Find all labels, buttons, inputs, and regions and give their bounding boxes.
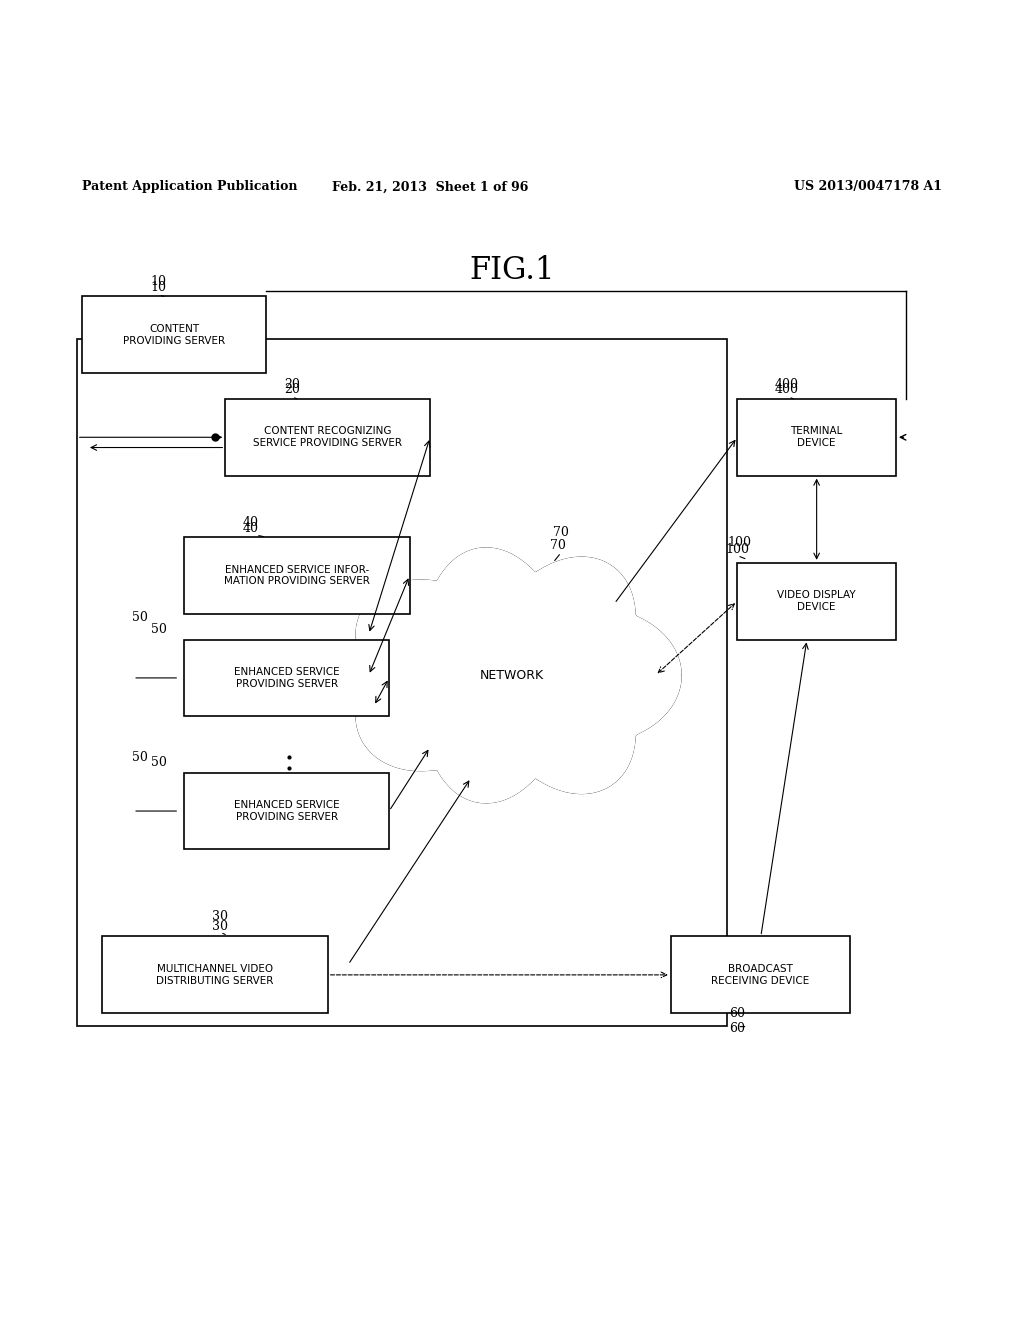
Text: Patent Application Publication: Patent Application Publication: [82, 181, 297, 194]
Text: 400: 400: [774, 383, 799, 396]
Text: ENHANCED SERVICE
PROVIDING SERVER: ENHANCED SERVICE PROVIDING SERVER: [233, 667, 340, 689]
FancyBboxPatch shape: [184, 537, 410, 614]
FancyBboxPatch shape: [225, 399, 430, 475]
Text: 40: 40: [243, 516, 259, 529]
Text: 100: 100: [725, 543, 750, 556]
Text: VIDEO DISPLAY
DEVICE: VIDEO DISPLAY DEVICE: [777, 590, 856, 612]
Polygon shape: [356, 548, 681, 803]
Text: 30: 30: [212, 911, 228, 923]
Text: 40: 40: [243, 523, 259, 536]
FancyBboxPatch shape: [671, 936, 850, 1014]
Text: 50: 50: [132, 751, 148, 764]
Text: 50: 50: [132, 611, 148, 624]
Text: MULTICHANNEL VIDEO
DISTRIBUTING SERVER: MULTICHANNEL VIDEO DISTRIBUTING SERVER: [157, 964, 273, 986]
Text: 50: 50: [151, 623, 167, 636]
FancyBboxPatch shape: [184, 639, 389, 717]
Text: 20: 20: [284, 383, 300, 396]
Text: 60: 60: [729, 1022, 745, 1035]
Text: 70: 70: [553, 527, 569, 539]
FancyBboxPatch shape: [82, 297, 266, 374]
Text: ENHANCED SERVICE
PROVIDING SERVER: ENHANCED SERVICE PROVIDING SERVER: [233, 800, 340, 822]
Text: 60: 60: [729, 1007, 745, 1020]
Text: 100: 100: [727, 536, 752, 549]
Text: 20: 20: [284, 378, 300, 391]
Text: FIG.1: FIG.1: [469, 255, 555, 286]
FancyBboxPatch shape: [184, 772, 389, 850]
Text: 10: 10: [151, 281, 167, 294]
FancyBboxPatch shape: [102, 936, 328, 1014]
FancyBboxPatch shape: [737, 399, 896, 475]
Text: 50: 50: [151, 756, 167, 768]
Text: NETWORK: NETWORK: [480, 669, 544, 682]
Text: CONTENT
PROVIDING SERVER: CONTENT PROVIDING SERVER: [123, 325, 225, 346]
Text: 10: 10: [151, 276, 167, 288]
Text: ENHANCED SERVICE INFOR-
MATION PROVIDING SERVER: ENHANCED SERVICE INFOR- MATION PROVIDING…: [224, 565, 370, 586]
Text: BROADCAST
RECEIVING DEVICE: BROADCAST RECEIVING DEVICE: [712, 964, 809, 986]
Text: TERMINAL
DEVICE: TERMINAL DEVICE: [791, 426, 843, 447]
Text: 400: 400: [774, 378, 799, 391]
Text: 70: 70: [550, 539, 566, 552]
Text: 30: 30: [212, 920, 228, 933]
FancyBboxPatch shape: [737, 562, 896, 639]
Text: US 2013/0047178 A1: US 2013/0047178 A1: [794, 181, 942, 194]
Text: CONTENT RECOGNIZING
SERVICE PROVIDING SERVER: CONTENT RECOGNIZING SERVICE PROVIDING SE…: [253, 426, 402, 447]
Text: Feb. 21, 2013  Sheet 1 of 96: Feb. 21, 2013 Sheet 1 of 96: [332, 181, 528, 194]
